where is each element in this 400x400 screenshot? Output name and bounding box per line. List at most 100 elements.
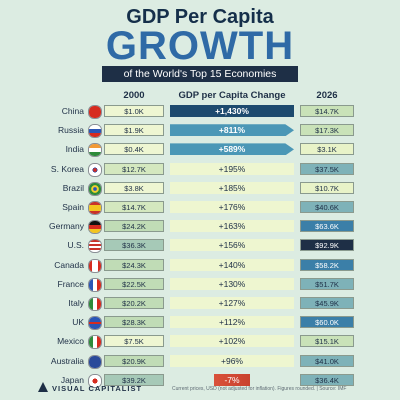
flag-mexico-icon: [88, 335, 102, 350]
flag-brazil-icon: [88, 181, 102, 196]
flag-australia-icon: [88, 354, 102, 369]
change-bar: +163%: [170, 220, 294, 233]
value-2000-cell: $12.7K: [104, 162, 164, 175]
flag-canada-icon: [88, 258, 102, 273]
value-2026-cell: $60.0K: [300, 316, 354, 329]
change-bar: +102%: [170, 335, 294, 348]
title-line1: GDP Per Capita: [126, 6, 274, 28]
country-label: Russia: [58, 125, 84, 136]
change-bar: +140%: [170, 258, 294, 271]
change-bar: +156%: [170, 239, 294, 252]
country-label: Australia: [50, 355, 84, 366]
flag-fill: [89, 240, 101, 253]
flag-china-icon: [88, 105, 102, 119]
flag-spain-icon: [88, 201, 102, 215]
value-2000-cell: $22.5K: [104, 277, 164, 290]
country-label: Italy: [68, 298, 84, 308]
flag-fill: [89, 202, 101, 214]
country-label: S. Korea: [50, 163, 84, 174]
flag-germany-icon: [88, 220, 102, 235]
country-label: Mexico: [57, 336, 84, 347]
value-2000-cell: $20.9K: [104, 354, 164, 367]
country-label: Spain: [62, 202, 84, 212]
flag-fill: [89, 336, 101, 349]
flag-italy-icon: [88, 297, 102, 311]
value-2000-cell: $1.9K: [104, 124, 164, 137]
change-bar: +1,430%: [170, 105, 294, 117]
change-bar: -7%: [214, 373, 250, 386]
value-2000-cell: $0.4K: [104, 143, 164, 156]
country-label: India: [65, 144, 84, 155]
flag-japan-icon: [88, 373, 102, 388]
flag-fill: [89, 355, 101, 368]
value-2000-cell: $24.3K: [104, 258, 164, 271]
visual-capitalist-logo-icon: [38, 382, 48, 392]
change-bar: +127%: [170, 297, 294, 309]
flag-fill: [89, 125, 101, 138]
country-label: UK: [72, 317, 84, 328]
flag-france-icon: [88, 277, 102, 292]
value-2000-cell: $1.0K: [104, 105, 164, 117]
flag-fill: [89, 144, 101, 157]
country-label: China: [61, 106, 84, 116]
value-2000-cell: $39.2K: [104, 373, 164, 386]
value-2026-cell: $37.5K: [300, 162, 354, 175]
col-header-2026: 2026: [316, 90, 338, 101]
value-2026-cell: $36.4K: [300, 373, 354, 386]
flag-fill: [89, 106, 101, 118]
country-label: Japan: [60, 374, 84, 385]
change-bar: +185%: [170, 181, 294, 194]
change-bar: +195%: [170, 162, 294, 175]
change-bar: +130%: [170, 277, 294, 290]
value-2026-cell: $15.1K: [300, 335, 354, 348]
change-bar: +589%: [170, 143, 294, 156]
value-2026-cell: $45.9K: [300, 297, 354, 309]
value-2026-cell: $14.7K: [300, 105, 354, 117]
footer-note: Current prices, USD (not adjusted for in…: [172, 386, 347, 392]
value-2000-cell: $7.5K: [104, 335, 164, 348]
title-line2: GROWTH: [105, 24, 295, 68]
flag-fill: [89, 298, 101, 310]
flag-korea-icon: [88, 162, 102, 177]
flag-fill: [89, 317, 101, 330]
flag-uk-icon: [88, 316, 102, 331]
value-2026-cell: $58.2K: [300, 258, 354, 271]
value-2026-cell: $10.7K: [300, 181, 354, 194]
value-2026-cell: $92.9K: [300, 239, 354, 252]
flag-fill: [89, 163, 101, 176]
flag-fill: [89, 278, 101, 291]
flag-russia-icon: [88, 124, 102, 139]
country-label: Germany: [49, 221, 84, 232]
value-2000-cell: $36.3K: [104, 239, 164, 252]
value-2000-cell: $28.3K: [104, 316, 164, 329]
value-2026-cell: $51.7K: [300, 277, 354, 290]
change-bar: +176%: [170, 201, 294, 213]
value-2026-cell: $3.1K: [300, 143, 354, 156]
flag-fill: [89, 182, 101, 195]
change-bar: +112%: [170, 316, 294, 329]
value-2000-cell: $3.8K: [104, 181, 164, 194]
value-2026-cell: $17.3K: [300, 124, 354, 137]
value-2000-cell: $24.2K: [104, 220, 164, 233]
subtitle-bar: of the World's Top 15 Economies: [102, 66, 298, 82]
flag-us-icon: [88, 239, 102, 254]
country-label: France: [57, 278, 84, 289]
country-label: Canada: [54, 259, 84, 270]
flag-fill: [89, 374, 101, 387]
col-header-change: GDP per Capita Change: [178, 90, 286, 101]
value-2000-cell: $14.7K: [104, 201, 164, 213]
value-2026-cell: $41.0K: [300, 354, 354, 367]
value-2000-cell: $20.2K: [104, 297, 164, 309]
change-bar: +96%: [170, 354, 294, 367]
brand-name: VISUAL CAPITALIST: [52, 384, 143, 393]
flag-fill: [89, 259, 101, 272]
change-bar: +811%: [170, 124, 294, 137]
flag-india-icon: [88, 143, 102, 158]
col-header-2000: 2000: [123, 90, 145, 101]
value-2026-cell: $63.6K: [300, 220, 354, 233]
country-label: U.S.: [67, 240, 84, 251]
country-label: Brazil: [62, 182, 84, 193]
flag-fill: [89, 221, 101, 234]
value-2026-cell: $40.6K: [300, 201, 354, 213]
